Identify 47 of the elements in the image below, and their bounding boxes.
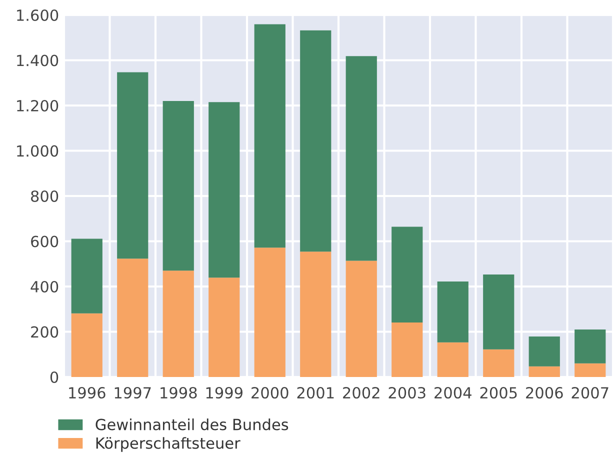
- bar: [346, 56, 377, 261]
- x-tick-label: 2002: [343, 386, 380, 399]
- bar: [483, 349, 514, 377]
- bar: [437, 282, 468, 342]
- bar: [346, 260, 377, 377]
- bar: [254, 24, 286, 248]
- y-tick-label: 1.400: [17, 54, 58, 66]
- x-tick-label: 2003: [388, 386, 426, 399]
- y-tick-label: 400: [30, 280, 58, 293]
- x-tick-label: 2000: [252, 386, 288, 399]
- y-tick-label: 200: [31, 326, 58, 338]
- x-tick-label: 2006: [526, 386, 563, 399]
- bar: [208, 102, 240, 278]
- bar: [574, 329, 606, 364]
- bar: [162, 270, 194, 377]
- bar: [71, 313, 102, 377]
- y-tick-label: 800: [31, 190, 58, 202]
- x-tick-label: 2001: [297, 386, 334, 399]
- bar: [528, 336, 560, 366]
- x-tick-label: 1998: [160, 386, 197, 399]
- y-tick-label: 1.600: [17, 9, 58, 22]
- x-tick-label: 2004: [434, 386, 472, 399]
- bar: [117, 72, 148, 259]
- bar: [208, 278, 240, 377]
- bar: [392, 226, 423, 322]
- bar: [574, 363, 606, 377]
- y-tick-label: 600: [31, 236, 58, 248]
- x-tick-label: 2007: [572, 386, 608, 399]
- x-tick-label: 1996: [69, 386, 106, 399]
- bar: [392, 322, 423, 377]
- bar: [437, 342, 468, 377]
- bar: [528, 366, 560, 377]
- bar: [162, 100, 194, 271]
- x-tick-label: 1999: [206, 386, 242, 399]
- y-tick-label: 1.200: [17, 100, 58, 112]
- bar: [71, 238, 102, 314]
- bar: [117, 258, 148, 377]
- legend-label: Körperschaftsteuer: [96, 437, 240, 452]
- legend-label: Gewinnanteil des Bundes: [96, 418, 288, 430]
- bar: [254, 248, 286, 377]
- bar: [300, 30, 332, 252]
- bar: [483, 274, 514, 350]
- y-tick-label: 1.000: [17, 145, 58, 157]
- bar: [300, 252, 332, 377]
- x-tick-label: 2005: [480, 386, 517, 399]
- x-tick-label: 1997: [114, 386, 151, 399]
- y-tick-label: 0: [50, 371, 58, 384]
